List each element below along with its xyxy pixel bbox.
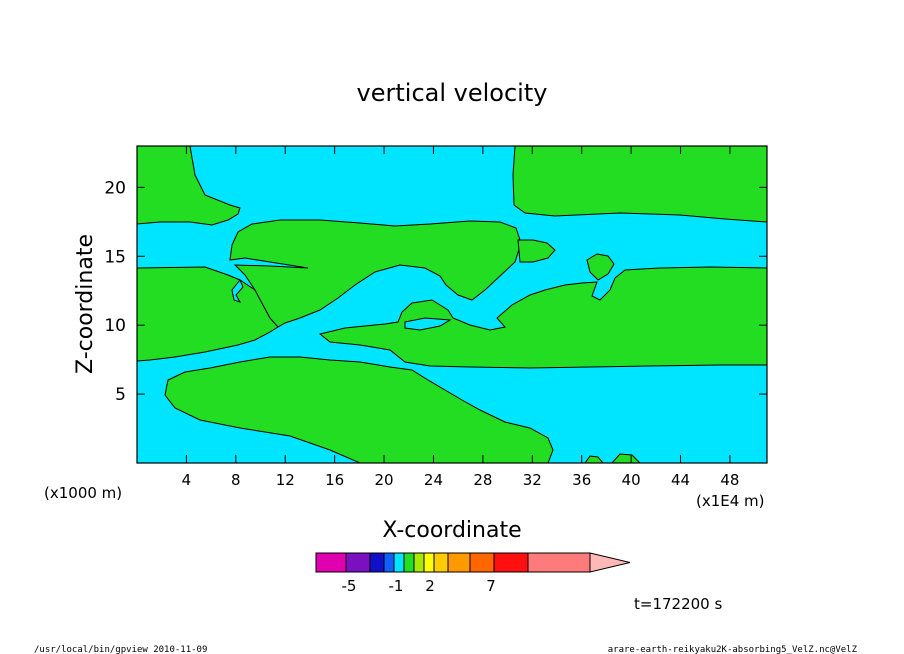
positive-region-small-lobe	[517, 239, 556, 263]
x-unit-label: (x1E4 m)	[696, 492, 765, 510]
x-tick-label: 44	[671, 471, 690, 489]
time-label: t=172200 s	[634, 595, 722, 613]
x-tick-label: 16	[325, 471, 344, 489]
x-tick-label: 40	[622, 471, 641, 489]
colorbar-tick-label: 2	[425, 577, 435, 595]
colorbar-swatch	[393, 552, 405, 573]
positive-region-right-loop	[586, 253, 615, 281]
colorbar-swatch	[315, 552, 347, 573]
colorbar-swatch	[433, 552, 449, 573]
x-tick-label: 28	[473, 471, 492, 489]
colorbar-swatch	[493, 552, 529, 573]
y-tick-label: 10	[104, 316, 126, 336]
colorbar-swatch	[403, 552, 415, 573]
colorbar-swatch	[527, 552, 591, 573]
y-axis-label: Z-coordinate	[73, 234, 98, 374]
colorbar-swatch	[383, 552, 395, 573]
colorbar-arrow	[589, 552, 631, 573]
colorbar-tick-label: -1	[389, 577, 404, 595]
negative-hole	[404, 317, 452, 331]
x-tick-label: 24	[424, 471, 443, 489]
colorbar-swatch	[369, 552, 385, 573]
colorbar-swatch	[345, 552, 371, 573]
x-tick-label: 8	[231, 471, 241, 489]
colorbar-swatch	[423, 552, 435, 573]
colorbar-swatch	[413, 552, 425, 573]
footer-right: arare-earth-reikyaku2K-absorbing5_VelZ.n…	[608, 645, 858, 654]
chart-title: vertical velocity	[357, 79, 548, 107]
x-tick-label: 4	[182, 471, 192, 489]
x-tick-label: 36	[572, 471, 591, 489]
plot-area	[136, 145, 768, 464]
y-axis: 5 10 15 20	[104, 178, 767, 405]
positive-region-middle-right	[318, 266, 767, 369]
x-tick-label: 20	[375, 471, 394, 489]
colorbar-swatch	[447, 552, 471, 573]
y-tick-label: 20	[104, 178, 126, 198]
x-tick-label: 12	[276, 471, 295, 489]
positive-region-lower	[164, 356, 554, 463]
colorbar-tick-labels: -5 -1 2 7	[342, 577, 496, 595]
x-tick-label: 32	[523, 471, 542, 489]
positive-region-bottom-speck	[584, 455, 604, 463]
positive-region-upper-left	[137, 146, 241, 226]
plot-frame	[136, 145, 768, 464]
x-axis: 4 8 12 16 20 24 28 32 36 40 44 48	[182, 146, 739, 489]
y-unit-label: (x1000 m)	[44, 484, 122, 502]
footer-left: /usr/local/bin/gpview 2010-11-09	[34, 645, 207, 654]
colorbar-swatch	[469, 552, 495, 573]
y-tick-label: 15	[104, 247, 126, 267]
x-axis-label: X-coordinate	[382, 518, 521, 543]
x-tick-label: 48	[720, 471, 739, 489]
colorbar-tick-label: 7	[486, 577, 496, 595]
positive-regions	[137, 146, 767, 463]
positive-region-central-dome	[229, 219, 522, 328]
positive-region-bottom-speck-2	[611, 453, 641, 463]
y-tick-label: 5	[115, 385, 126, 405]
colorbar-tick-label: -5	[342, 577, 357, 595]
positive-region-upper-right	[512, 146, 767, 223]
colorbar	[315, 552, 631, 573]
